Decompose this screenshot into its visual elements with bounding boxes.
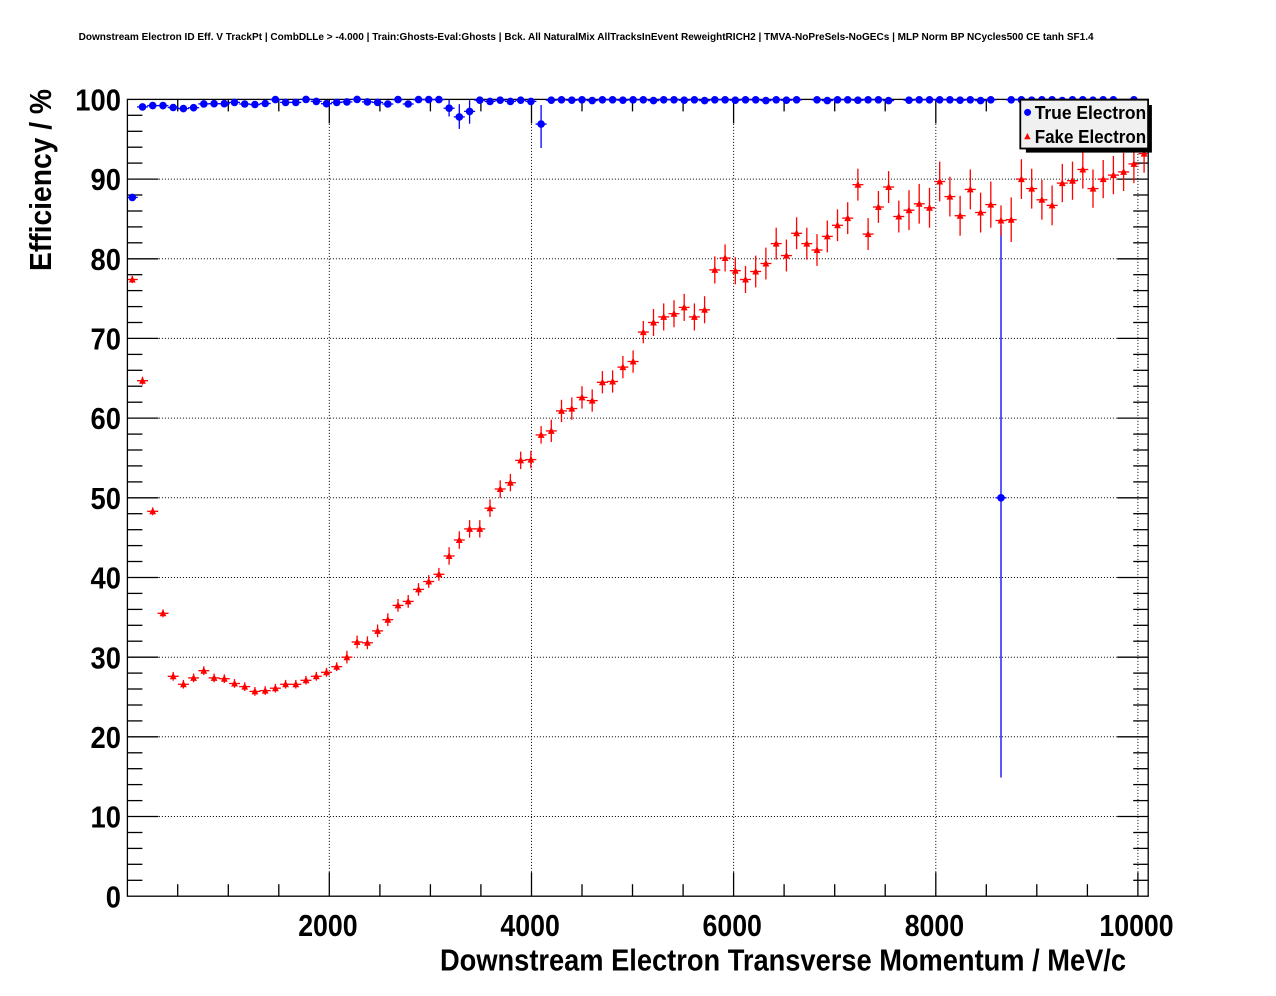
svg-text:Downstream Electron Transverse: Downstream Electron Transverse Momentum …	[440, 945, 1126, 978]
svg-text:4000: 4000	[500, 910, 559, 943]
svg-text:10000: 10000	[1099, 910, 1173, 943]
svg-text:20: 20	[91, 722, 121, 755]
svg-text:Fake Electron: Fake Electron	[1035, 126, 1147, 147]
svg-text:80: 80	[91, 244, 121, 277]
svg-text:True Electron: True Electron	[1035, 102, 1147, 123]
svg-text:70: 70	[91, 324, 121, 357]
svg-text:8000: 8000	[905, 910, 964, 943]
svg-text:50: 50	[91, 483, 121, 516]
svg-text:60: 60	[91, 403, 121, 436]
svg-text:6000: 6000	[703, 910, 762, 943]
svg-text:30: 30	[91, 642, 121, 675]
svg-text:90: 90	[91, 164, 121, 197]
svg-text:Downstream Electron ID Eff. V: Downstream Electron ID Eff. V TrackPt | …	[79, 32, 1094, 43]
svg-text:0: 0	[106, 881, 121, 914]
svg-text:Efficiency / %: Efficiency / %	[25, 89, 58, 271]
svg-text:40: 40	[91, 563, 121, 596]
svg-text:100: 100	[75, 85, 121, 118]
svg-text:2000: 2000	[298, 910, 357, 943]
svg-text:10: 10	[91, 802, 121, 835]
